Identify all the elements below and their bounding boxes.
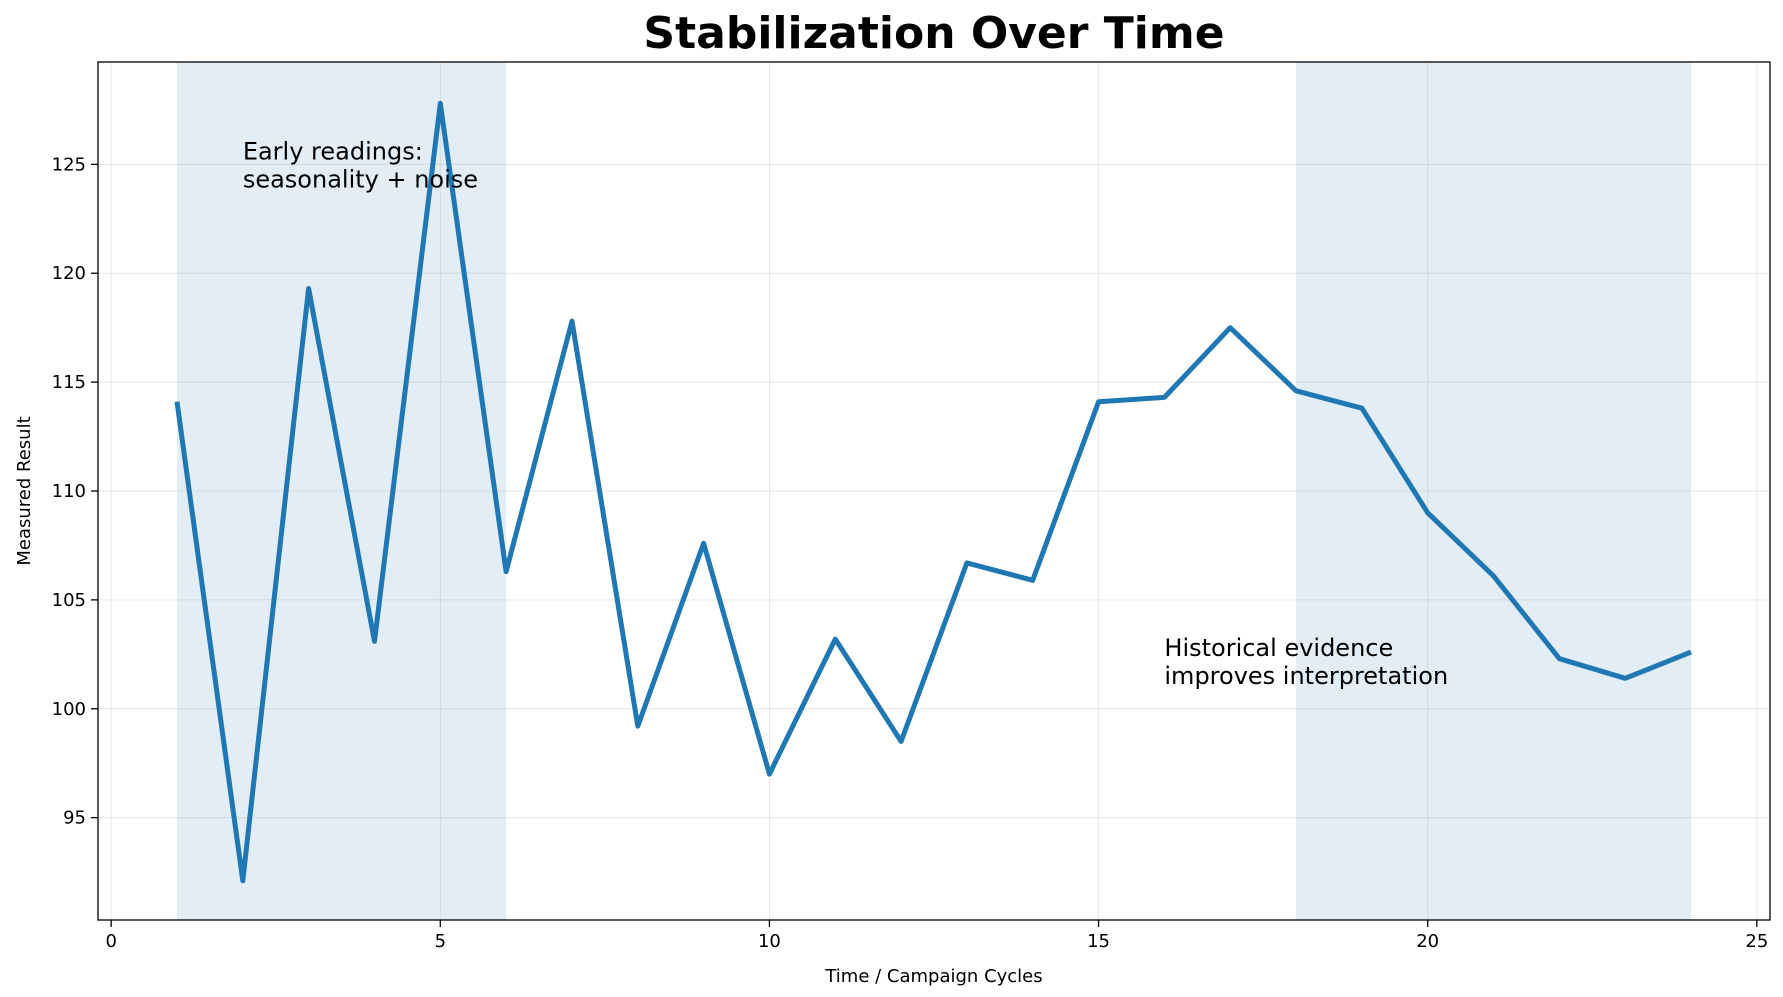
- annotation-line: Early readings:: [243, 138, 423, 166]
- shaded-region-1: [176, 62, 507, 920]
- x-tick-label: 15: [1087, 931, 1110, 952]
- series-lines: [174, 100, 1692, 884]
- annotation-line: seasonality + noise: [243, 166, 478, 194]
- x-tick-label: 10: [758, 931, 781, 952]
- y-axis-label: Measured Result: [14, 416, 35, 565]
- x-tick-label: 25: [1745, 931, 1768, 952]
- annotation-2: Historical evidence improves interpretati…: [1164, 634, 1448, 690]
- y-tick-label: 105: [52, 590, 86, 611]
- grid-lines: [98, 62, 1770, 920]
- y-tick-label: 100: [52, 699, 86, 720]
- x-axis-ticks: 0 5 10 15 20 25: [105, 920, 1768, 952]
- y-tick-label: 120: [52, 263, 86, 284]
- x-axis-label: Time / Campaign Cycles: [824, 966, 1042, 987]
- x-tick-label: 20: [1416, 931, 1439, 952]
- annotation-line: Historical evidence: [1164, 634, 1393, 662]
- y-tick-label: 110: [52, 481, 86, 502]
- chart-title: Stabilization Over Time: [643, 8, 1224, 59]
- y-tick-label: 115: [52, 372, 86, 393]
- annotation-1: Early readings: seasonality + noise: [243, 138, 478, 194]
- y-tick-label: 95: [63, 808, 86, 829]
- series-line-1: [174, 100, 1692, 884]
- y-tick-label: 125: [52, 154, 86, 175]
- annotation-line: improves interpretation: [1164, 662, 1448, 690]
- annotations: Early readings: seasonality + noise Histor…: [243, 138, 1448, 691]
- x-tick-label: 5: [435, 931, 446, 952]
- y-axis-ticks: 95 100 105 110 115 120 125: [52, 154, 98, 829]
- shaded-region-2: [1296, 62, 1692, 920]
- shaded-regions: [176, 62, 1692, 920]
- x-tick-label: 0: [105, 931, 116, 952]
